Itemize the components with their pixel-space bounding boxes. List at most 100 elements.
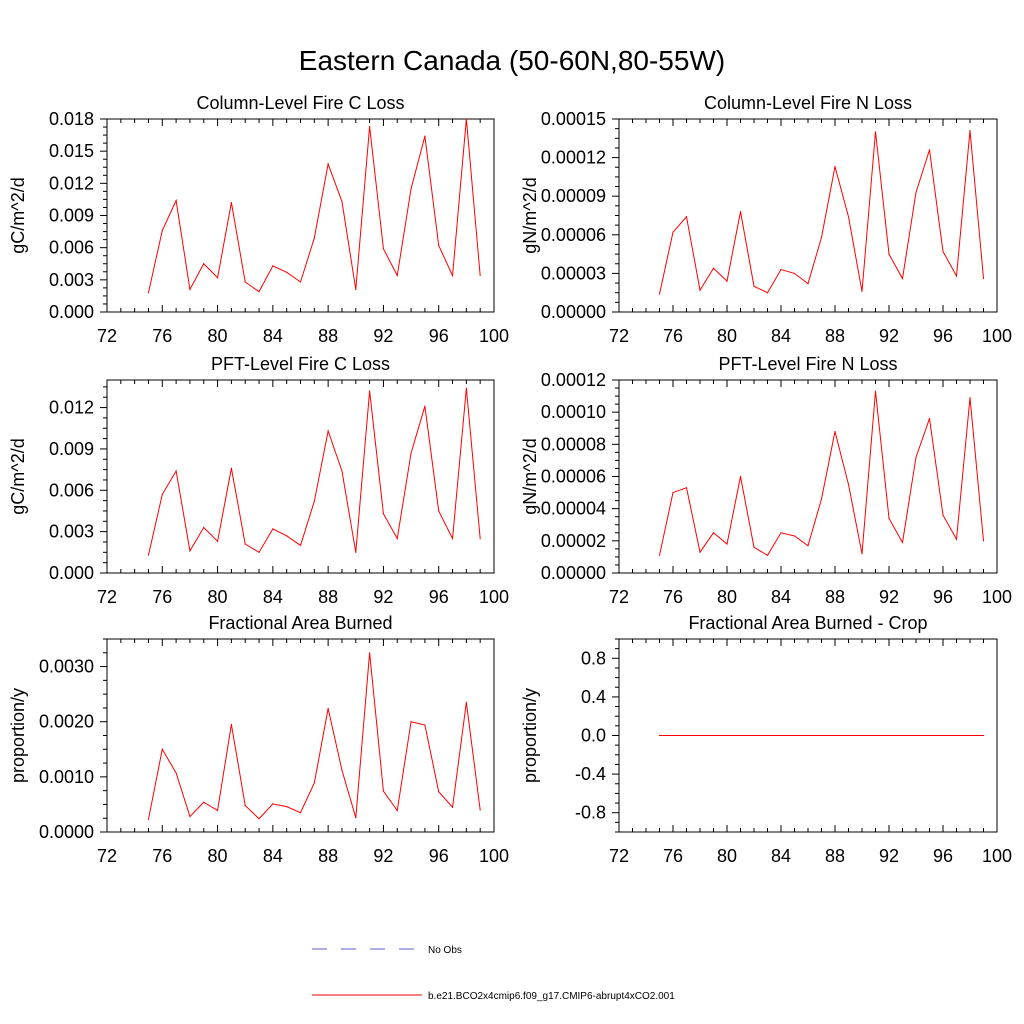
data-point [685, 487, 688, 489]
y-tick-label: 0.00004 [541, 499, 606, 519]
x-tick-label: 80 [717, 587, 737, 607]
data-point [272, 528, 274, 530]
data-point [230, 723, 232, 726]
data-point [739, 734, 742, 737]
data-point [161, 748, 163, 750]
data-point [465, 387, 467, 389]
data-point [286, 806, 288, 808]
y-axis-label: gC/m^2/d [8, 438, 28, 514]
data-point [327, 163, 329, 165]
data-point [928, 149, 931, 151]
data-point [712, 532, 715, 534]
panel-title: Fractional Area Burned [208, 613, 392, 633]
data-point [161, 229, 163, 232]
data-point [424, 135, 426, 137]
data-point [888, 517, 890, 519]
data-point [410, 452, 412, 454]
data-point [451, 806, 454, 808]
data-point [189, 288, 191, 291]
x-tick-label: 76 [152, 846, 172, 866]
data-point [161, 493, 163, 496]
data-point [672, 734, 674, 737]
data-point [685, 216, 688, 218]
x-tick-label: 80 [208, 846, 228, 866]
data-point [793, 272, 796, 274]
data-point [861, 734, 863, 737]
data-point [369, 125, 371, 128]
data-point [147, 292, 150, 294]
data-point [874, 131, 877, 133]
data-point [327, 707, 329, 710]
data-point [658, 554, 661, 556]
x-tick-label: 100 [479, 846, 509, 866]
y-tick-label: 0.00003 [541, 263, 606, 283]
data-point [847, 216, 850, 218]
data-point [955, 538, 958, 540]
data-point [479, 809, 481, 811]
data-point [766, 554, 769, 556]
data-point [658, 734, 661, 737]
data-point [424, 405, 426, 407]
data-point [189, 550, 191, 552]
x-tick-label: 80 [717, 846, 737, 866]
data-point [982, 734, 985, 737]
panels: Column-Level Fire C Loss gC/m^2/d 72 76 80 84… [8, 93, 1012, 866]
x-tick-label: 84 [771, 846, 791, 866]
data-point [658, 293, 661, 295]
data-point [258, 818, 260, 820]
data-point [382, 790, 385, 792]
y-axis-label: proportion/y [520, 688, 540, 783]
x-tick-label: 72 [609, 326, 629, 346]
series-line [659, 130, 984, 295]
data-point [780, 268, 782, 271]
y-tick-label: 0.0010 [39, 767, 94, 787]
y-tick-label: 0.00008 [541, 434, 606, 454]
data-point [807, 734, 809, 737]
data-point [479, 274, 481, 277]
y-tick-label: 0.00009 [541, 186, 606, 206]
data-point [969, 397, 971, 399]
chart-panel-1: Column-Level Fire N Loss gN/m^2/d 72 76 80 84… [520, 93, 1012, 346]
y-tick-label: 0.018 [49, 109, 94, 129]
x-tick-label: 96 [933, 587, 953, 607]
data-point [928, 418, 931, 420]
data-point [874, 734, 877, 737]
data-point [955, 275, 958, 277]
data-point [672, 491, 674, 494]
y-axis-label: gN/m^2/d [520, 438, 540, 514]
y-tick-label: 0.003 [49, 270, 94, 290]
x-tick-label: 88 [825, 846, 845, 866]
data-point [396, 274, 398, 277]
data-point [313, 782, 315, 784]
data-point [382, 248, 385, 250]
data-point [793, 734, 796, 737]
data-point [244, 543, 246, 545]
data-point [766, 292, 769, 294]
data-point [672, 231, 674, 233]
y-tick-label: 0.00006 [541, 225, 606, 245]
data-point [915, 734, 917, 737]
data-point [244, 804, 246, 807]
data-point [820, 498, 823, 500]
data-point [807, 283, 809, 285]
x-tick-label: 100 [982, 326, 1012, 346]
x-tick-label: 76 [152, 326, 172, 346]
data-point [753, 734, 755, 737]
data-point [915, 191, 917, 193]
data-point [942, 250, 944, 253]
data-point [286, 535, 288, 537]
panel-title: PFT-Level Fire C Loss [211, 354, 390, 374]
data-point [861, 290, 863, 293]
x-tick-label: 88 [825, 326, 845, 346]
x-tick-label: 96 [933, 846, 953, 866]
data-point [888, 734, 890, 737]
x-tick-label: 80 [208, 326, 228, 346]
data-point [685, 734, 688, 737]
data-point [726, 280, 728, 282]
data-point [341, 200, 343, 203]
x-tick-label: 92 [373, 587, 393, 607]
data-point [216, 809, 219, 812]
x-tick-label: 88 [318, 587, 338, 607]
plot-frame [106, 118, 495, 313]
data-point [479, 537, 481, 540]
